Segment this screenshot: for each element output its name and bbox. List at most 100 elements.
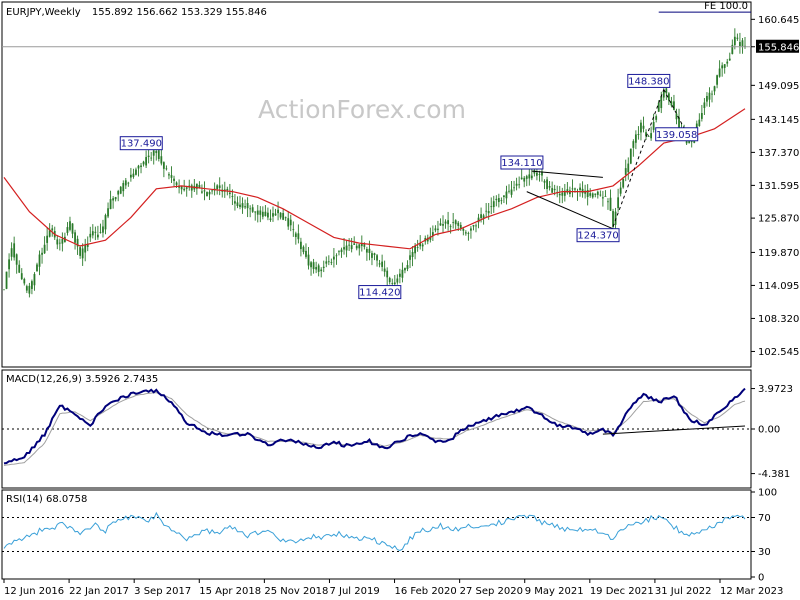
rsi-lines: [3, 511, 746, 552]
price-candle-body: [726, 61, 729, 64]
time-axis-label: 9 May 2021: [525, 586, 584, 597]
price-axis-tick-label: 160.645: [758, 15, 799, 26]
price-candle-body: [388, 277, 391, 283]
price-candle-body: [147, 155, 150, 158]
price-candle-body: [340, 249, 343, 253]
time-axis-label: 3 Sep 2017: [134, 586, 191, 597]
price-candle-body: [81, 248, 84, 259]
price-candle-body: [721, 65, 724, 69]
price-candle-body: [728, 58, 731, 61]
price-candle-body: [325, 261, 328, 264]
price-annotation-label: 114.420: [359, 288, 400, 299]
price-candle-body: [566, 189, 569, 193]
macd-axis-tick-label: 0.00: [758, 425, 780, 436]
price-candle-body: [320, 269, 323, 272]
price-candle-body: [292, 229, 295, 231]
price-axis-tick-label: 131.595: [758, 181, 799, 192]
price-candle-body: [241, 203, 244, 208]
price-candle-body: [634, 134, 637, 143]
price-candle-body: [348, 244, 351, 246]
price-candle-body: [533, 170, 536, 174]
macd-trend-line: [602, 425, 746, 435]
price-candle-body: [617, 197, 620, 209]
price-candle-body: [723, 64, 726, 68]
price-candle-body: [640, 122, 642, 133]
price-candle-body: [201, 191, 203, 193]
price-candle-body: [584, 190, 587, 194]
ohlc-values: 155.892 156.662 153.329 155.846: [92, 7, 267, 18]
price-candle-body: [718, 68, 721, 77]
price-candle-body: [396, 278, 399, 283]
fe-level-label: FE 100.0: [704, 1, 748, 12]
price-candle-body: [437, 228, 439, 230]
time-axis-label: 25 Nov 2018: [264, 586, 328, 597]
symbol-label: EURJPY,Weekly: [6, 7, 81, 18]
price-candle-body: [462, 228, 465, 231]
price-candle-body: [61, 238, 64, 244]
price-candle-body: [211, 190, 213, 192]
macd-main-line: [3, 387, 746, 465]
macd-axis-tick-label: -4.381: [758, 469, 790, 480]
price-candle-body: [629, 148, 632, 164]
price-candle-body: [170, 175, 173, 178]
rsi-panel-frame: [1, 489, 752, 580]
price-candle-body: [607, 201, 609, 203]
moving-average-line: [3, 108, 746, 250]
price-candle-body: [431, 232, 434, 236]
price-candle-body: [429, 236, 432, 240]
price-candle-body: [46, 235, 49, 243]
price-candle-body: [459, 224, 462, 229]
macd-panel-frame: [1, 369, 752, 489]
price-candle-body: [467, 233, 470, 234]
price-annotation-box: [576, 228, 620, 243]
price-candle-body: [505, 191, 508, 199]
price-candle-body: [279, 212, 282, 218]
time-axis-label: 12 Jun 2016: [4, 586, 64, 597]
price-candle-body: [530, 175, 533, 179]
price-panel-frame: [1, 1, 752, 368]
price-candle-body: [419, 243, 422, 247]
price-candle-body: [198, 184, 201, 188]
price-candle-body: [470, 228, 472, 231]
price-candle-body: [358, 244, 361, 249]
price-candle-body: [142, 161, 145, 165]
price-candle-body: [51, 228, 54, 231]
price-candle-body: [79, 247, 82, 256]
price-candle-body: [586, 189, 589, 197]
price-candle-body: [297, 233, 300, 240]
price-candle-body: [69, 221, 71, 230]
price-candle-body: [190, 185, 193, 191]
price-candle-body: [109, 199, 112, 210]
price-candle-body: [25, 286, 28, 291]
time-axis-label: 27 Sep 2020: [460, 586, 523, 597]
price-candle-body: [376, 255, 378, 261]
price-candle-body: [91, 231, 94, 236]
price-candle-body: [256, 210, 259, 215]
price-candle-body: [157, 150, 160, 159]
macd-y-axis: 3.9723 0.00 -4.381: [2, 384, 793, 480]
price-candle-body: [609, 197, 612, 211]
price-candle-body: [294, 233, 297, 237]
price-candle-body: [741, 40, 744, 47]
price-candle-body: [731, 44, 734, 54]
price-candle-body: [127, 182, 130, 184]
price-candle-body: [58, 242, 61, 244]
price-candle-body: [107, 208, 109, 217]
rsi-label: RSI(14) 68.0758: [6, 494, 87, 505]
price-axis-tick-label: 114.095: [758, 281, 799, 292]
price-candle-body: [599, 194, 602, 196]
price-candle-body: [667, 93, 670, 101]
price-candle-body: [102, 226, 104, 233]
price-candle-body: [239, 204, 241, 207]
price-candle-body: [650, 133, 653, 139]
price-candle-body: [472, 225, 475, 227]
price-candle-body: [673, 101, 675, 110]
price-candle-body: [338, 251, 340, 253]
price-candle-body: [327, 261, 330, 263]
price-candle-body: [282, 213, 285, 220]
time-axis-label: 16 Feb 2020: [395, 586, 457, 597]
price-candle-body: [457, 222, 460, 226]
price-candle-body: [302, 246, 305, 253]
price-candle-body: [89, 233, 92, 238]
